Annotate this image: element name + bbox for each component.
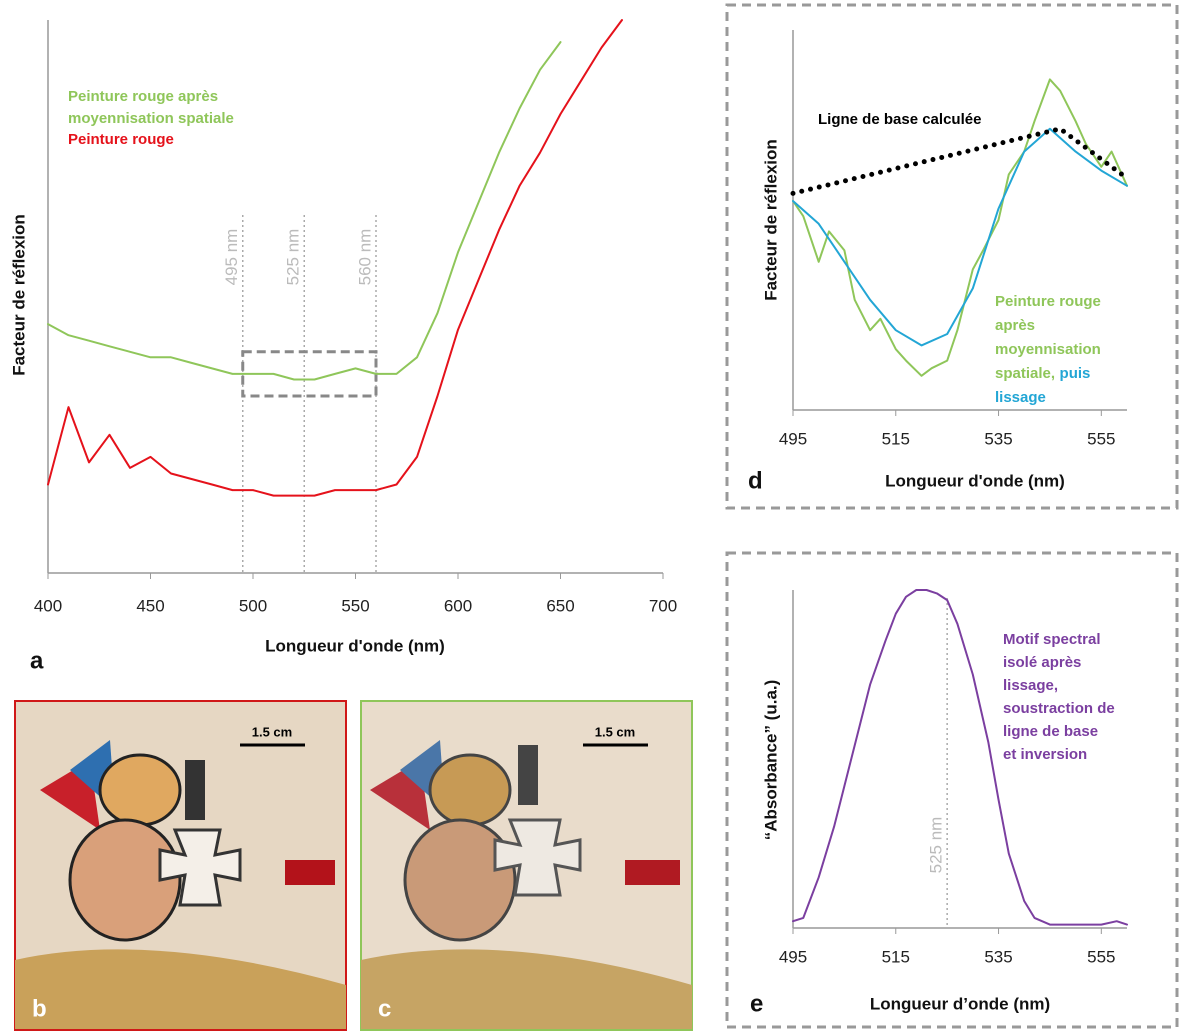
panel-label: a (30, 647, 44, 674)
marker-label: 525 nm (927, 817, 946, 874)
legend-word: rouge (132, 88, 178, 105)
legend-word: spectral (1043, 631, 1105, 648)
x-tick-label: 555 (1087, 947, 1115, 966)
legend-label: Ligne de base calculée (818, 111, 981, 128)
x-tick-label: 495 (779, 429, 807, 448)
legend-part: Motif spectral isolé après lissage, sous… (1003, 631, 1119, 763)
legend-word: Peinture (995, 293, 1059, 310)
panel-frame (725, 551, 1179, 1029)
legend-word: rouge (1059, 293, 1105, 310)
x-tick-label: 535 (984, 947, 1012, 966)
legend-part: puis lissage (995, 365, 1095, 406)
legend-word: ligne (1003, 723, 1042, 740)
legend-word: moyennisation (68, 110, 178, 127)
legend-word: lissage, (1003, 677, 1062, 694)
x-axis-title: Longueur d'onde (nm) (265, 636, 445, 655)
photo-c (360, 700, 693, 1031)
x-tick-label: 500 (239, 596, 267, 615)
legend-word: soustraction (1003, 700, 1097, 717)
scale-label: 1.5 cm (252, 724, 292, 739)
legend-word: de (1042, 723, 1064, 740)
legend-word: spatiale (178, 110, 234, 127)
marker-label: 495 nm (222, 229, 241, 286)
series-line (47, 41, 562, 381)
x-axis-title: Longueur d’onde (nm) (870, 994, 1050, 1013)
legend-word: après (1041, 654, 1085, 671)
legend-word: Motif (1003, 631, 1043, 648)
legend-label: Motif spectral isolé après lissage, sous… (1003, 631, 1119, 763)
panel-frame (725, 3, 1179, 510)
legend-word: Peinture (68, 88, 132, 105)
y-axis-title: “Absorbance” (u.a.) (761, 680, 780, 841)
legend-word: rouge (132, 131, 174, 148)
x-tick-label: 400 (34, 596, 62, 615)
panel-label: d (748, 467, 763, 494)
legend-label: Peinture rouge après moyennisation spati… (995, 293, 1105, 406)
panel-label: b (32, 995, 47, 1022)
legend-word: puis (1060, 365, 1095, 382)
legend-word: calculée (922, 111, 981, 128)
legend-part: Peinture rouge après moyennisation spati… (68, 88, 234, 127)
x-tick-label: 450 (136, 596, 164, 615)
y-axis-title: Facteur de réflexion (761, 139, 780, 301)
scale-label: 1.5 cm (595, 724, 635, 739)
series-line (790, 126, 1130, 196)
legend-label: Peinture rouge (68, 131, 174, 148)
legend-part: Peinture rouge après moyennisation spati… (995, 293, 1105, 382)
legend-word: base (1064, 723, 1102, 740)
panel-label: c (378, 995, 391, 1022)
legend-word: après (995, 317, 1039, 334)
series-line (792, 589, 1128, 926)
x-axis-title: Longueur d'onde (nm) (885, 471, 1065, 490)
x-tick-label: 550 (341, 596, 369, 615)
x-tick-label: 515 (882, 947, 910, 966)
x-tick-label: 700 (649, 596, 677, 615)
legend-word: spatiale, (995, 365, 1055, 382)
legend-word: inversion (1021, 746, 1088, 763)
x-tick-label: 650 (546, 596, 574, 615)
legend-part: Peinture rouge (68, 131, 174, 148)
x-tick-label: 555 (1087, 429, 1115, 448)
marker-label: 525 nm (284, 229, 303, 286)
x-tick-label: 495 (779, 947, 807, 966)
legend-word: base (884, 111, 922, 128)
x-tick-label: 515 (882, 429, 910, 448)
legend-word: de (1097, 700, 1119, 717)
panel-label: e (750, 990, 763, 1017)
legend-part: Ligne de base calculée (818, 111, 981, 128)
legend-word: après (178, 88, 222, 105)
legend-label: Peinture rouge après moyennisation spati… (68, 88, 234, 127)
legend-word: moyennisation (995, 341, 1105, 358)
legend-word: et (1003, 746, 1021, 763)
legend-word: lissage (995, 389, 1046, 406)
x-tick-label: 535 (984, 429, 1012, 448)
legend-word: Peinture (68, 131, 132, 148)
photo-b (14, 700, 347, 1031)
y-axis-title: Facteur de réflexion (9, 214, 28, 376)
x-tick-label: 600 (444, 596, 472, 615)
series-line (792, 127, 1128, 347)
legend-word: Ligne (818, 111, 862, 128)
legend-word: de (862, 111, 884, 128)
series-line (47, 19, 623, 497)
marker-label: 560 nm (355, 229, 374, 286)
legend-word: isolé (1003, 654, 1041, 671)
